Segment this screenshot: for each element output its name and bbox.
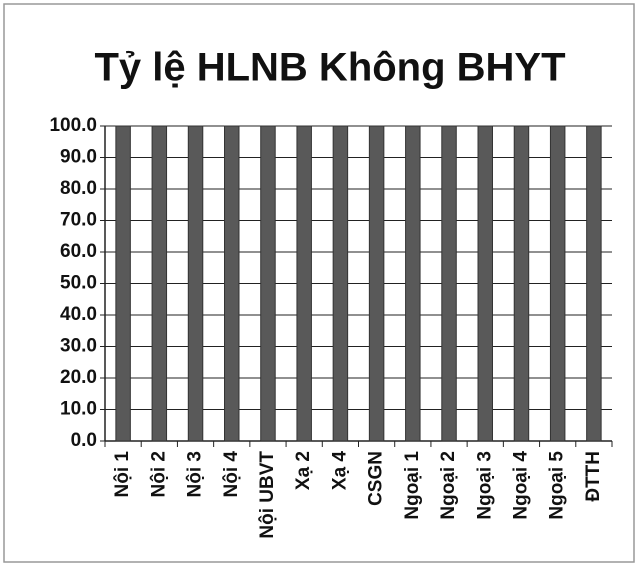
y-tick-label: 10.0 <box>60 399 97 420</box>
x-tick-label: Ngoại 3 <box>474 451 495 520</box>
bar <box>115 125 131 442</box>
x-tick-label: Nội 4 <box>221 451 242 498</box>
bar <box>549 125 566 442</box>
bar <box>405 125 421 442</box>
x-tick-label: Nội 3 <box>185 451 206 497</box>
bar <box>586 125 602 442</box>
y-tick-label: 0.0 <box>71 430 97 451</box>
bar <box>477 125 493 442</box>
x-tick-label: Ngoại 5 <box>547 451 568 520</box>
bar <box>368 125 385 442</box>
chart-title: Tỷ lệ HLNB Không BHYT <box>94 46 565 90</box>
y-tick-label: 40.0 <box>60 304 97 325</box>
y-tick-label: 80.0 <box>60 178 97 199</box>
y-tick-label: 60.0 <box>60 241 97 262</box>
bar <box>332 125 349 442</box>
x-tick-label: Ngoại 4 <box>510 451 531 520</box>
y-tick-label: 20.0 <box>60 367 97 388</box>
x-tick-label: Nội 1 <box>112 451 133 498</box>
bar <box>151 125 168 442</box>
bar <box>224 125 240 442</box>
y-tick-label: 90.0 <box>60 147 97 168</box>
x-tick-label: ĐTTH <box>583 451 604 502</box>
bar <box>296 125 312 442</box>
bar <box>441 125 457 442</box>
bar <box>513 125 530 442</box>
y-tick-label: 70.0 <box>60 210 97 231</box>
x-tick-label: Ngoại 1 <box>402 451 423 520</box>
y-tick-label: 50.0 <box>60 273 97 294</box>
bar <box>187 125 204 442</box>
x-tick-label: Nội UBVT <box>257 451 278 539</box>
x-tick-label: CSGN <box>366 451 387 506</box>
x-tick-label: Xạ 4 <box>329 451 350 491</box>
bar <box>260 125 276 442</box>
y-tick-label: 100.0 <box>49 115 97 136</box>
x-tick-label: Xạ 2 <box>293 451 314 490</box>
x-tick-label: Nội 2 <box>148 451 169 497</box>
y-tick-label: 30.0 <box>60 336 97 357</box>
x-tick-label: Ngoại 2 <box>438 451 459 520</box>
